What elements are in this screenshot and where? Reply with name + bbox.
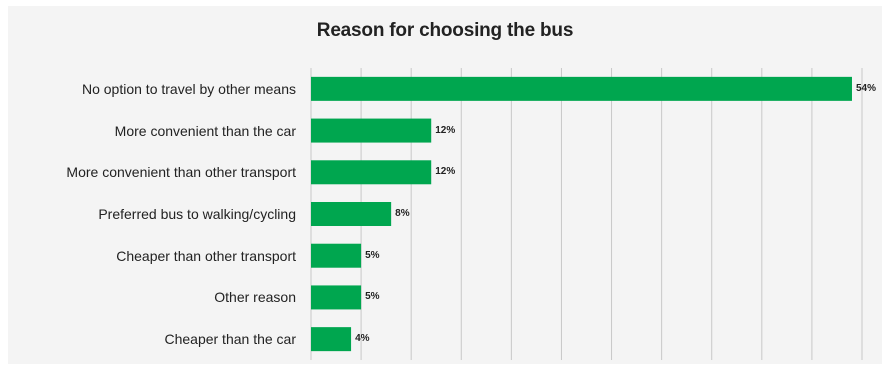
category-label: More convenient than other transport: [66, 164, 296, 181]
value-label: 4%: [355, 333, 370, 345]
value-label: 8%: [395, 208, 410, 219]
bar: [311, 243, 362, 268]
bar: [311, 202, 392, 226]
value-label: 12%: [435, 124, 456, 136]
chart-panel: Reason for choosing the bus: [8, 6, 882, 364]
bar: [311, 118, 432, 143]
bar: [311, 160, 432, 185]
value-label: 5%: [365, 291, 380, 303]
category-label: Cheaper than the car: [164, 331, 296, 348]
value-label: 5%: [365, 249, 380, 261]
value-label: 12%: [435, 166, 456, 178]
bar: [311, 285, 362, 310]
category-label: No option to travel by other means: [81, 80, 296, 97]
category-label: Cheaper than other transport: [116, 247, 296, 264]
chart-title: Reason for choosing the bus: [316, 20, 574, 41]
category-label: More convenient than the car: [114, 122, 296, 139]
category-label: Preferred bus to walking/cycling: [98, 206, 296, 222]
bar: [311, 327, 352, 352]
category-label: Other reason: [214, 289, 296, 306]
bar: [311, 76, 852, 101]
value-label: 54%: [855, 82, 876, 94]
